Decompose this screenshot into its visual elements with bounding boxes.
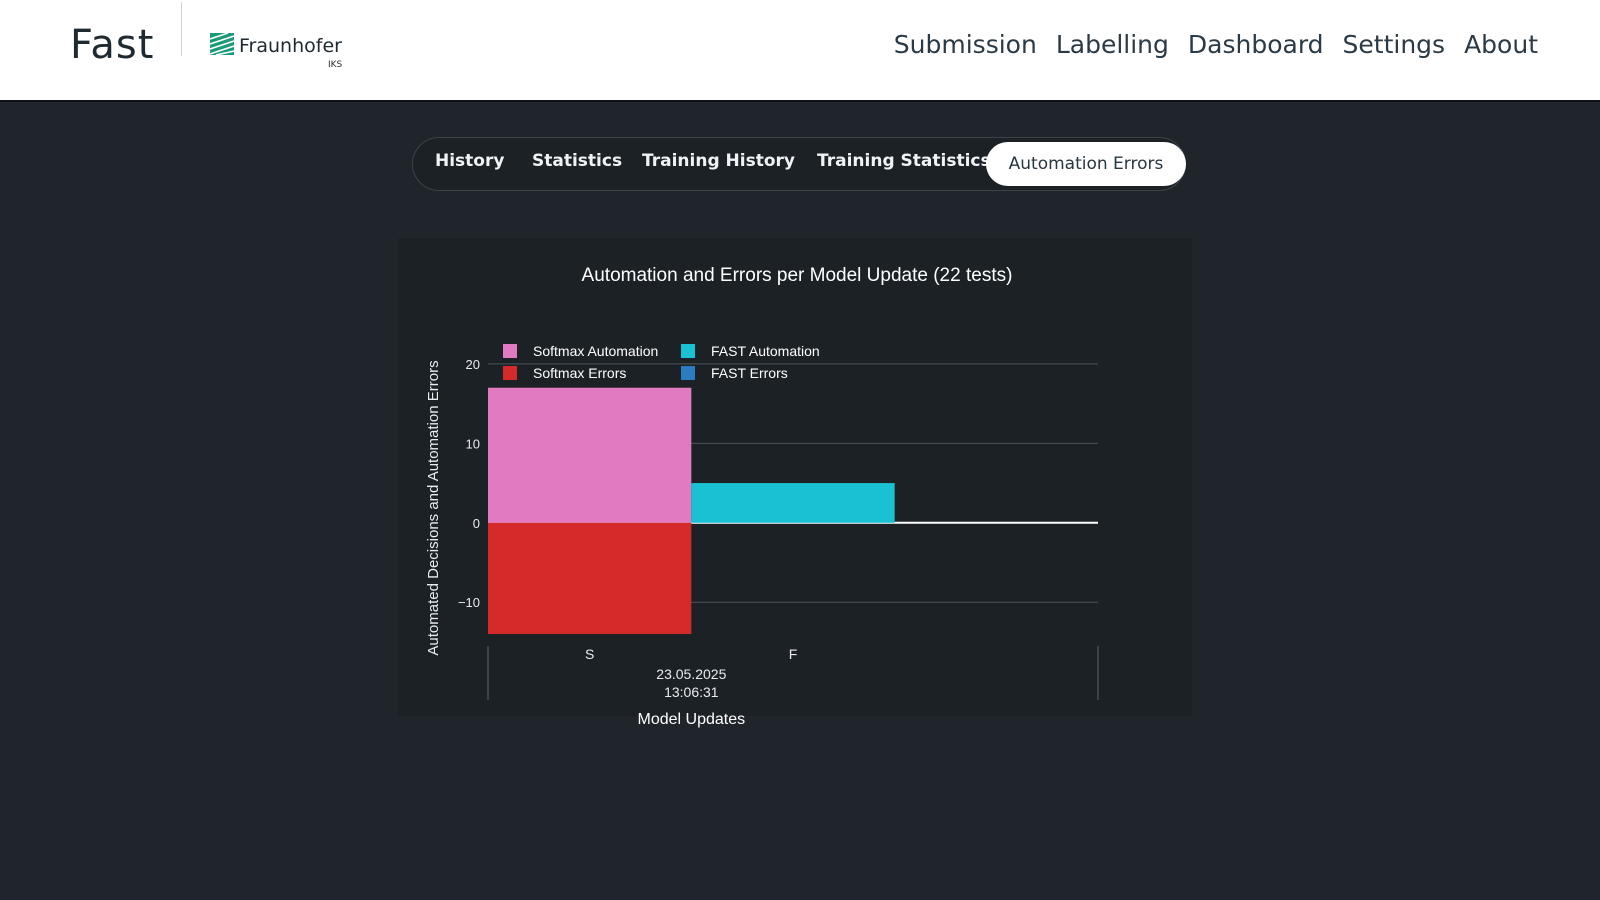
fraunhofer-sub: IKS — [328, 60, 343, 70]
legend-swatch — [503, 344, 517, 358]
legend-label: Softmax Automation — [533, 343, 658, 359]
legend-swatch — [503, 366, 517, 380]
nav-settings[interactable]: Settings — [1342, 30, 1446, 59]
dashboard-tabs: History Statistics Training History Trai… — [412, 137, 1186, 191]
logo-divider — [181, 2, 182, 56]
y-tick-label: 20 — [466, 357, 480, 372]
tab-training-statistics[interactable]: Training Statistics — [817, 151, 991, 171]
legend-label: FAST Automation — [711, 343, 820, 359]
tab-automation-errors[interactable]: Automation Errors — [986, 142, 1186, 186]
chart-title: Automation and Errors per Model Update (… — [582, 265, 1013, 286]
fraunhofer-name: Fraunhofer — [239, 35, 342, 57]
y-axis-title: Automated Decisions and Automation Error… — [425, 360, 442, 655]
legend-label: FAST Errors — [711, 365, 788, 381]
automation-errors-chart: Automation and Errors per Model Update (… — [398, 238, 1192, 728]
nav-dashboard[interactable]: Dashboard — [1187, 30, 1324, 59]
x-group-label: 13:06:31 — [664, 684, 719, 700]
x-tick-label: S — [585, 646, 594, 662]
y-tick-label: 10 — [466, 436, 480, 451]
tab-statistics[interactable]: Statistics — [532, 151, 623, 171]
fraunhofer-logo-icon — [210, 33, 234, 55]
fast-logo[interactable]: Fast — [70, 22, 155, 68]
y-tick-label: −10 — [458, 595, 480, 610]
bar-softmax-errors — [488, 522, 692, 635]
legend-label: Softmax Errors — [533, 365, 626, 381]
nav-labelling[interactable]: Labelling — [1055, 30, 1169, 59]
bar-fast-automation — [691, 483, 895, 523]
nav-about[interactable]: About — [1464, 30, 1538, 59]
main-nav: Submission Labelling Dashboard Settings … — [894, 30, 1538, 59]
chart-svg: Automation and Errors per Model Update (… — [425, 265, 1099, 728]
tab-training-history[interactable]: Training History — [642, 151, 795, 171]
top-navbar: Fast Fraunhofer IKS Submission Labelling… — [0, 0, 1600, 102]
x-axis-title: Model Updates — [638, 711, 746, 728]
y-tick-label: 0 — [473, 516, 480, 531]
nav-submission[interactable]: Submission — [893, 30, 1037, 59]
bar-softmax-automation — [488, 387, 692, 523]
legend-swatch — [681, 366, 695, 380]
x-group-label: 23.05.2025 — [656, 666, 726, 682]
tab-history[interactable]: History — [435, 151, 505, 171]
legend-swatch — [681, 344, 695, 358]
x-tick-label: F — [789, 646, 798, 662]
